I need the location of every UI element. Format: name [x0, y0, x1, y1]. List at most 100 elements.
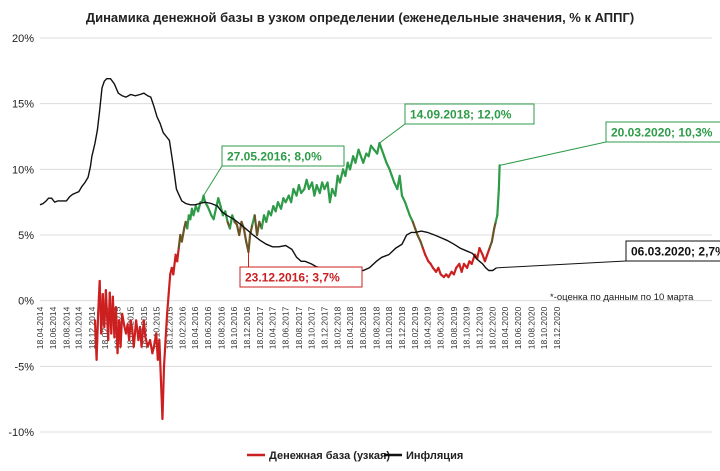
annotation-leader — [496, 260, 627, 269]
series-segment — [162, 338, 167, 368]
series-segment — [493, 220, 497, 230]
series-segment — [129, 319, 134, 331]
chart-note: *-оценка по данным по 10 марта — [550, 292, 694, 303]
series-segment — [158, 338, 163, 381]
x-tick-label: 18.12.2017 — [319, 306, 329, 349]
series-segment — [452, 266, 458, 276]
series-segment — [119, 312, 124, 348]
x-tick-label: 18.10.2017 — [306, 306, 316, 349]
series-segment — [437, 266, 442, 276]
series-segment — [166, 293, 170, 315]
series-segment — [202, 194, 207, 204]
series-segment — [496, 187, 500, 217]
x-tick-label: 18.12.2016 — [242, 306, 252, 349]
x-tick-label: 18.10.2018 — [384, 306, 394, 349]
x-tick-label: 18.12.2020 — [552, 306, 562, 349]
annotation-0: 27.05.2016; 8,0% — [203, 145, 345, 196]
x-tick-label: 18.06.2014 — [48, 306, 58, 349]
series-segment — [421, 247, 427, 256]
x-tick-label: 18.06.2020 — [513, 306, 523, 349]
x-tick-label: 18.10.2019 — [461, 306, 471, 349]
series-segment — [297, 183, 303, 195]
annotation-box — [605, 121, 720, 143]
x-tick-label: 18.10.2016 — [229, 306, 239, 349]
y-tick-label: 15% — [12, 99, 34, 111]
series-segment — [167, 273, 172, 296]
x-tick-label: 18.04.2019 — [423, 306, 433, 349]
series-segment — [362, 152, 368, 164]
annotation-1: 23.12.2016; 3,7% — [239, 252, 363, 288]
series-segment — [411, 220, 417, 230]
legend-label: Денежная база (узкая) — [269, 450, 390, 462]
legend-item-1: Инфляция — [384, 450, 463, 462]
series-segment — [388, 168, 393, 177]
x-tick-label: 18.10.2015 — [151, 306, 161, 349]
series-segment — [224, 210, 229, 223]
series-layer — [39, 78, 501, 420]
series-segment — [338, 168, 345, 184]
legend-label: Инфляция — [406, 450, 463, 462]
series-segment — [348, 155, 355, 171]
x-tick-labels: 18.04.2014 18.06.2014 18.08.2014 18.10.2014… — [35, 306, 562, 349]
x-tick-label: 18.02.2020 — [488, 306, 498, 349]
series-segment — [164, 312, 169, 342]
annotation-label: 14.09.2018; 12,0% — [410, 108, 512, 122]
series-segment — [398, 174, 404, 197]
series-0 — [93, 141, 501, 420]
series-segment — [247, 233, 252, 254]
series-line — [39, 78, 497, 273]
series-segment — [121, 312, 126, 329]
series-segment — [383, 155, 388, 164]
annotation-leader — [203, 165, 223, 196]
annotation-3: 20.03.2020; 10,3% — [499, 121, 720, 166]
series-segment — [486, 247, 491, 256]
series-segment — [279, 197, 285, 210]
x-tick-label: 18.12.2018 — [397, 306, 407, 349]
series-segment — [483, 253, 489, 263]
series-segment — [95, 312, 100, 361]
annotation-leader — [379, 123, 406, 144]
y-tick-labels: 20% 15% 10% 5% 0% -5% -10% — [8, 33, 34, 439]
x-tick-label: 18.08.2019 — [449, 306, 459, 349]
annotation-4: 06.03.2020; 2,7% — [496, 240, 720, 269]
series-segment — [328, 187, 334, 204]
series-segment — [490, 227, 496, 243]
series-segment — [334, 174, 339, 197]
series-segment — [494, 214, 499, 223]
series-segment — [219, 205, 225, 217]
y-tick-label: 5% — [18, 230, 34, 242]
x-tick-label: 18.04.2014 — [35, 306, 45, 349]
x-tick-label: 18.12.2019 — [474, 306, 484, 349]
series-segment — [176, 247, 180, 263]
annotation-label: 20.03.2020; 10,3% — [611, 126, 713, 140]
x-tick-label: 18.12.2015 — [164, 306, 174, 349]
series-segment — [497, 164, 501, 191]
annotation-label: 27.05.2016; 8,0% — [227, 150, 322, 164]
series-segment — [290, 187, 295, 204]
annotation-box — [221, 145, 345, 167]
x-tick-label: 18.06.2018 — [358, 306, 368, 349]
y-tick-label: -10% — [8, 427, 34, 439]
legend-item-0: Денежная база (узкая) — [247, 450, 390, 462]
series-segment — [478, 247, 484, 256]
x-tick-label: 18.10.2020 — [539, 306, 549, 349]
x-tick-label: 18.04.2016 — [190, 306, 200, 349]
x-tick-label: 18.06.2016 — [203, 306, 213, 349]
series-segment — [390, 174, 396, 184]
series-segment — [354, 148, 360, 164]
annotation-label: 06.03.2020; 2,7% — [631, 245, 720, 259]
series-segment — [378, 141, 383, 151]
annotation-label: 23.12.2016; 3,7% — [245, 271, 340, 285]
series-segment — [242, 227, 248, 243]
series-segment — [357, 148, 362, 158]
series-segment — [403, 201, 409, 210]
x-tick-label: 18.06.2019 — [436, 306, 446, 349]
y-tick-label: 20% — [12, 33, 34, 45]
y-tick-label: 0% — [18, 296, 34, 308]
series-segment — [172, 253, 177, 276]
x-tick-label: 18.02.2018 — [333, 306, 343, 349]
x-tick-label: 18.02.2017 — [255, 306, 265, 349]
series-segment — [151, 345, 156, 355]
y-tick-label: -5% — [14, 361, 34, 373]
